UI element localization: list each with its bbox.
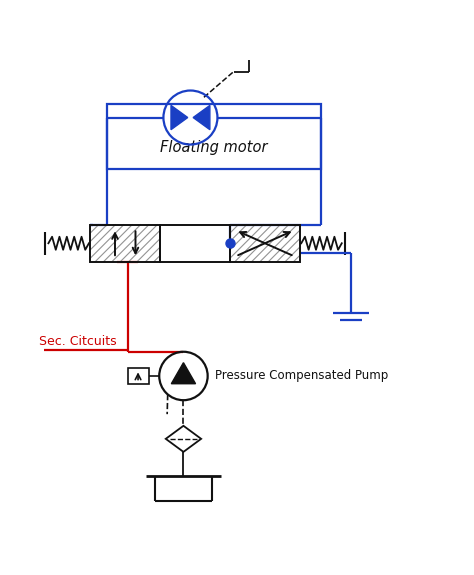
Bar [128,367,148,384]
Text: Sec. Citcuits: Sec. Citcuits [39,335,117,348]
Bar [160,225,230,262]
Text: Floating motor: Floating motor [160,140,267,155]
Text: Pressure Compensated Pump: Pressure Compensated Pump [215,370,388,382]
Bar [230,225,300,262]
Bar [91,225,160,262]
Polygon shape [171,105,188,130]
Polygon shape [193,105,210,130]
Bar [107,104,321,168]
Polygon shape [171,363,196,384]
Bar [91,225,160,262]
